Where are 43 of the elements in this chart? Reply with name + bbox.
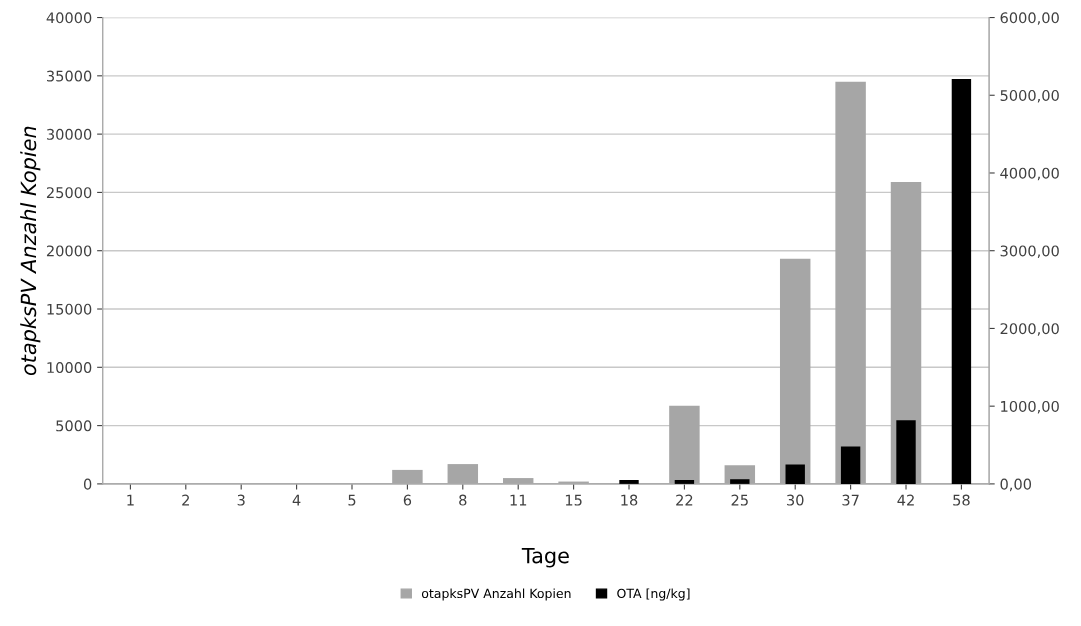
x-tick-label: 8 (459, 494, 467, 506)
legend-label: otapksPV Anzahl Kopien (421, 588, 571, 601)
x-tick-label: 25 (731, 494, 748, 506)
x-tick-label: 58 (953, 494, 970, 506)
y2-tick-label: 1000,00 (1001, 400, 1059, 414)
y-tick-label: 0 (83, 478, 92, 490)
bar (840, 446, 861, 484)
y2-tick-label: 0,00 (1000, 478, 1032, 492)
bar (619, 480, 639, 484)
x-tick-label: 2 (182, 494, 189, 506)
y-tick-label: 20000 (46, 245, 92, 257)
x-tick-label: 37 (842, 494, 859, 506)
x-tick-label: 3 (237, 494, 245, 506)
bar (951, 78, 972, 484)
x-tick-label: 11 (510, 494, 527, 506)
y-tick-label: 35000 (47, 70, 92, 82)
x-tick-label: 4 (292, 494, 301, 506)
x-tick-label: 42 (897, 494, 914, 506)
y-tick-label: 10000 (47, 362, 92, 374)
y2-tick-label: 4000,00 (1000, 167, 1059, 181)
y-axis-title: otapksPV Anzahl Kopien (20, 126, 41, 376)
x-tick-label: 30 (787, 494, 804, 506)
y-tick-label: 40000 (46, 12, 92, 24)
legend-label: OTA [ng/kg] (617, 588, 690, 601)
y2-tick-label: 2000,00 (1000, 323, 1059, 336)
x-tick-label: 15 (565, 494, 582, 506)
bar (730, 479, 750, 484)
bar (674, 480, 695, 484)
x-tick-label: 22 (676, 494, 693, 506)
y2-tick-label: 5000,00 (1000, 89, 1059, 103)
x-axis-title: Tage (521, 547, 569, 568)
x-tick-label: 6 (403, 494, 412, 506)
x-tick-label: 5 (348, 494, 356, 506)
bar (896, 420, 916, 484)
y-tick-label: 5000 (56, 420, 92, 432)
x-tick-label: 18 (621, 494, 638, 506)
y2-tick-label: 6000,00 (1000, 12, 1059, 25)
bar (785, 464, 805, 484)
y-tick-label: 25000 (46, 187, 92, 199)
x-tick-label: 1 (127, 494, 134, 506)
y-tick-label: 30000 (47, 128, 92, 140)
y2-tick-label: 3000,00 (1000, 245, 1059, 258)
y-tick-label: 15000 (47, 303, 92, 315)
